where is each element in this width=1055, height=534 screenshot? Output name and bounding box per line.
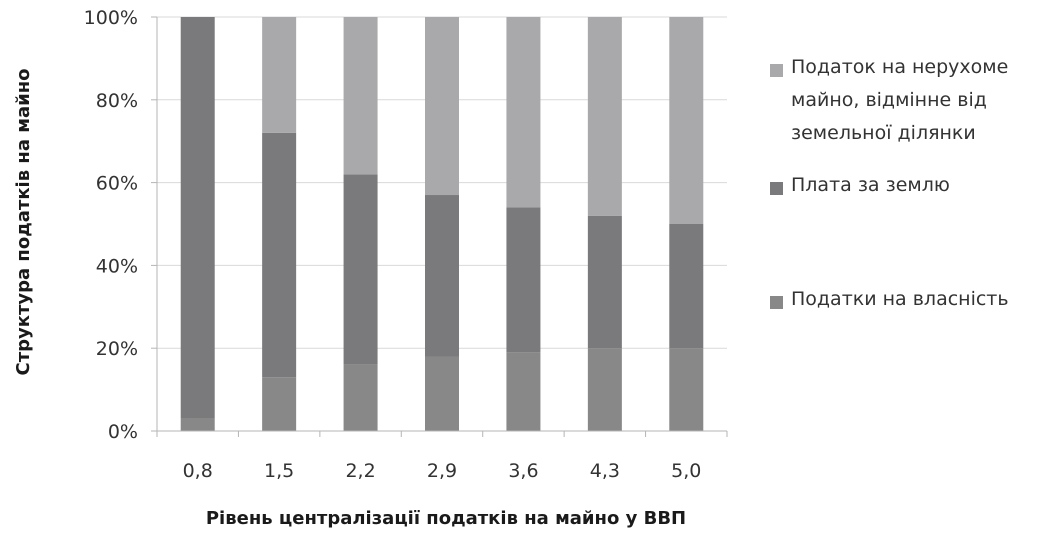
y-axis-title: Структура податків на майно	[13, 68, 34, 375]
y-tick-label: 80%	[96, 90, 138, 112]
x-tick-label: 3,6	[508, 460, 538, 482]
y-tick-labels: 0% 20% 40% 60% 80% 100%	[84, 7, 138, 443]
axes	[151, 16, 728, 437]
bars	[180, 17, 704, 431]
bar-segment	[669, 348, 704, 431]
legend-label: Податки на власність	[791, 288, 1009, 310]
legend-swatch	[770, 296, 783, 309]
x-tick-labels: 0,8 1,5 2,2 2,9 3,6 4,3 5,0	[183, 460, 702, 482]
y-tick-label: 40%	[96, 255, 138, 277]
bar-segment	[180, 418, 215, 431]
x-tick-label: 0,8	[183, 460, 213, 482]
bar-segment	[343, 17, 378, 175]
bar-segment	[506, 207, 541, 353]
bar-segment	[506, 17, 541, 208]
x-tick-label: 4,3	[590, 460, 620, 482]
bar-segment	[425, 17, 459, 196]
x-axis-title: Рівень централізації податків на майно у…	[206, 508, 686, 529]
bar-segment	[587, 17, 622, 216]
y-tick-label: 0%	[108, 421, 138, 443]
bar-segment	[262, 377, 297, 431]
bar-segment	[262, 17, 297, 133]
y-tick-label: 20%	[96, 338, 138, 360]
bar-segment	[343, 174, 378, 365]
bar-segment	[180, 17, 215, 419]
y-tick-label: 60%	[96, 173, 138, 195]
y-tick-label: 100%	[84, 7, 138, 29]
legend-label: Податок на нерухоме майно, відмінне від …	[791, 56, 1009, 144]
bar-segment	[425, 195, 459, 357]
legend-item: Податок на нерухоме майно, відмінне від …	[770, 56, 1049, 150]
legend-item: Податки на власність	[770, 288, 1049, 316]
x-tick-label: 2,9	[427, 460, 457, 482]
bar-segment	[343, 364, 378, 431]
bar-segment	[587, 215, 622, 349]
x-tick-label: 1,5	[264, 460, 294, 482]
legend-item: Плата за землю	[770, 174, 1049, 202]
bar-segment	[669, 17, 704, 224]
bar-segment	[425, 356, 459, 431]
legend-swatch	[770, 64, 783, 77]
bar-segment	[506, 352, 541, 431]
x-tick-label: 5,0	[671, 460, 701, 482]
x-tick-label: 2,2	[345, 460, 375, 482]
bar-segment	[587, 348, 622, 431]
legend-swatch	[770, 182, 783, 195]
bar-segment	[669, 224, 704, 349]
legend-label: Плата за землю	[791, 174, 950, 196]
bar-segment	[262, 132, 297, 378]
